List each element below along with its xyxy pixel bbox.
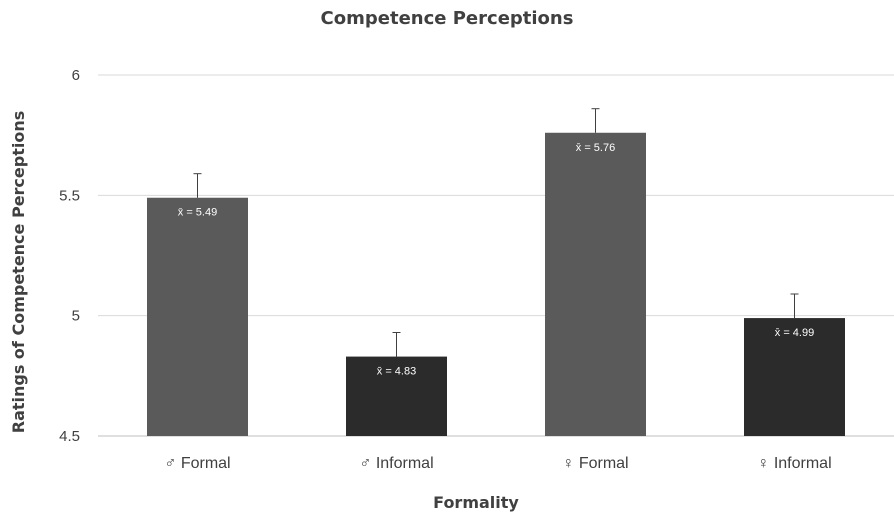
category-label: ♀ Informal [757,455,831,472]
chart-title: Competence Perceptions [321,8,574,29]
data-label: x̄ = 5.76 [576,142,615,154]
y-axis-title: Ratings of Competence Perceptions [9,111,28,434]
data-label: x̄ = 5.49 [178,207,217,219]
y-tick-label: 5 [72,308,80,325]
bar [147,197,248,436]
category-label: ♂ Formal [164,455,230,472]
y-tick-label: 6 [72,67,80,84]
y-axis-ticks: 4.5 5 5.5 6 [59,67,80,445]
y-tick-label: 5.5 [59,187,80,204]
y-tick-label: 4.5 [59,428,80,445]
data-label: x̄ = 4.83 [377,366,416,378]
data-label: x̄ = 4.99 [775,327,814,339]
x-axis-title: Formality [433,493,519,512]
bars: x̄ = 5.49 x̄ = 4.83 x̄ = 5.76 x̄ = 4.99 [147,108,845,436]
bar [545,132,646,436]
bar [346,356,447,436]
bar [744,318,845,436]
category-label: ♂ Informal [359,455,433,472]
category-label: ♀ Formal [562,455,628,472]
x-axis-labels: ♂ Formal ♂ Informal ♀ Formal ♀ Informal [164,455,831,472]
